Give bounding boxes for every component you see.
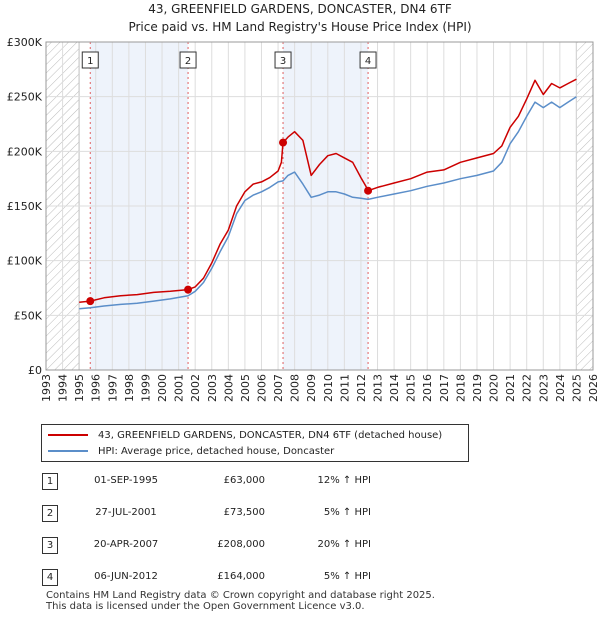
sale-marker-label: 1: [87, 56, 93, 67]
footer-licence: This data is licensed under the Open Gov…: [46, 601, 365, 612]
y-tick-label: £200K: [7, 145, 43, 158]
y-tick-label: £50K: [14, 309, 43, 322]
sale-marker-box: [359, 51, 377, 69]
chart-title: 43, GREENFIELD GARDENS, DONCASTER, DN4 6…: [148, 2, 452, 16]
footer-copyright: Contains HM Land Registry data © Crown c…: [46, 590, 435, 601]
y-tick-label: £0: [28, 364, 42, 377]
sale-date: 27-JUL-2001: [95, 507, 157, 518]
sale-number-badge: 2: [42, 505, 58, 522]
x-tick-label: 2019: [471, 374, 484, 402]
sale-date: 06-JUN-2012: [94, 571, 158, 582]
chart-subtitle: Price paid vs. HM Land Registry's House …: [128, 20, 472, 34]
x-tick-label: 2020: [488, 374, 501, 402]
sale-price: £63,000: [223, 475, 265, 486]
plot-frame: [45, 41, 594, 371]
legend-swatch-property: [48, 434, 88, 436]
x-tick-label: 2000: [156, 374, 169, 402]
sale-marker-badge: 4: [359, 51, 377, 69]
x-tick-label: 2005: [239, 374, 252, 402]
x-tick-label: 2015: [405, 374, 418, 402]
x-tick-label: 2006: [255, 374, 268, 402]
chart-area: 1 2 3 4 £0 £50K £100K £150K £200K £250K £300K 1993 1…: [7, 36, 600, 402]
x-tick-label: 1994: [57, 374, 70, 402]
sale-marker-box: [274, 51, 292, 69]
sale-marker-label: 2: [185, 56, 191, 67]
x-tick-label: 2009: [305, 374, 318, 402]
x-tick-label: 2004: [222, 374, 235, 402]
x-tick-label: 1999: [139, 374, 152, 402]
sale-point: [279, 138, 288, 147]
series-line-hpi: [79, 96, 577, 310]
footer-attribution: Contains HM Land Registry data © Crown c…: [46, 590, 435, 612]
sale-price: £208,000: [217, 539, 265, 550]
x-tick-label: 2003: [206, 374, 219, 402]
y-tick-label: £250K: [7, 91, 43, 104]
sale-number-badge: 3: [42, 537, 58, 554]
x-tick-label: 2011: [338, 374, 351, 402]
x-tick-label: 2013: [372, 374, 385, 402]
sale-marker-box: [81, 51, 99, 69]
legend-swatch-hpi: [48, 450, 88, 452]
sale-marker-box: [179, 51, 197, 69]
sale-point: [86, 297, 95, 306]
x-tick-label: 1996: [90, 374, 103, 402]
sale-marker-badge: 1: [81, 51, 99, 69]
x-tick-label: 2010: [322, 374, 335, 402]
x-tick-label: 2012: [355, 374, 368, 402]
series-line-property: [79, 78, 577, 303]
sale-price: £73,500: [223, 507, 265, 518]
x-tick-label: 2001: [173, 374, 186, 402]
sale-hpi-change: 12% ↑ HPI: [317, 475, 371, 486]
sale-row: 1 01-SEP-1995 £63,000 12% ↑ HPI: [41, 472, 461, 492]
sale-point: [364, 186, 373, 195]
x-tick-label: 2023: [537, 374, 550, 402]
legend-label-hpi: HPI: Average price, detached house, Donc…: [98, 445, 335, 457]
x-tick-label: 2016: [421, 374, 434, 402]
x-tick-label: 2022: [521, 374, 534, 402]
x-tick-label: 2014: [388, 374, 401, 402]
x-tick-label: 2017: [438, 374, 451, 402]
sale-price: £164,000: [217, 571, 265, 582]
legend-item-property: 43, GREENFIELD GARDENS, DONCASTER, DN4 6…: [48, 427, 442, 443]
sale-hpi-change: 5% ↑ HPI: [323, 571, 371, 582]
sale-row: 4 06-JUN-2012 £164,000 5% ↑ HPI: [41, 568, 461, 588]
x-tick-label: 2021: [504, 374, 517, 402]
x-tick-label: 1997: [106, 374, 119, 402]
sale-hpi-change: 20% ↑ HPI: [317, 539, 371, 550]
x-tick-label: 2026: [587, 374, 600, 402]
sale-date: 01-SEP-1995: [94, 475, 158, 486]
legend-label-property: 43, GREENFIELD GARDENS, DONCASTER, DN4 6…: [98, 429, 443, 441]
sale-point: [184, 285, 193, 294]
x-tick-label: 2018: [454, 374, 467, 402]
sale-date: 20-APR-2007: [93, 539, 159, 550]
y-tick-label: £300K: [7, 36, 43, 49]
sale-marker-label: 3: [280, 56, 286, 67]
sale-number-badge: 1: [42, 473, 58, 490]
x-tick-label: 1993: [40, 374, 53, 402]
legend-item-hpi: HPI: Average price, detached house, Donc…: [48, 443, 334, 459]
sale-marker-label: 4: [365, 56, 371, 67]
x-tick-label: 1998: [123, 374, 136, 402]
x-tick-label: 2002: [189, 374, 202, 402]
x-tick-label: 2008: [289, 374, 302, 402]
sale-marker-badge: 2: [179, 51, 197, 69]
x-tick-label: 2007: [272, 374, 285, 402]
y-tick-label: £150K: [7, 200, 43, 213]
x-tick-label: 2024: [554, 374, 567, 402]
sale-hpi-change: 5% ↑ HPI: [323, 507, 371, 518]
sale-row: 2 27-JUL-2001 £73,500 5% ↑ HPI: [41, 504, 461, 524]
y-tick-label: £100K: [7, 255, 43, 268]
x-tick-label: 2025: [570, 374, 583, 402]
sale-number-badge: 4: [42, 569, 58, 586]
sale-marker-badge: 3: [274, 51, 292, 69]
sale-row: 3 20-APR-2007 £208,000 20% ↑ HPI: [41, 536, 461, 556]
legend: 43, GREENFIELD GARDENS, DONCASTER, DN4 6…: [41, 424, 469, 462]
x-tick-label: 1995: [73, 374, 86, 402]
